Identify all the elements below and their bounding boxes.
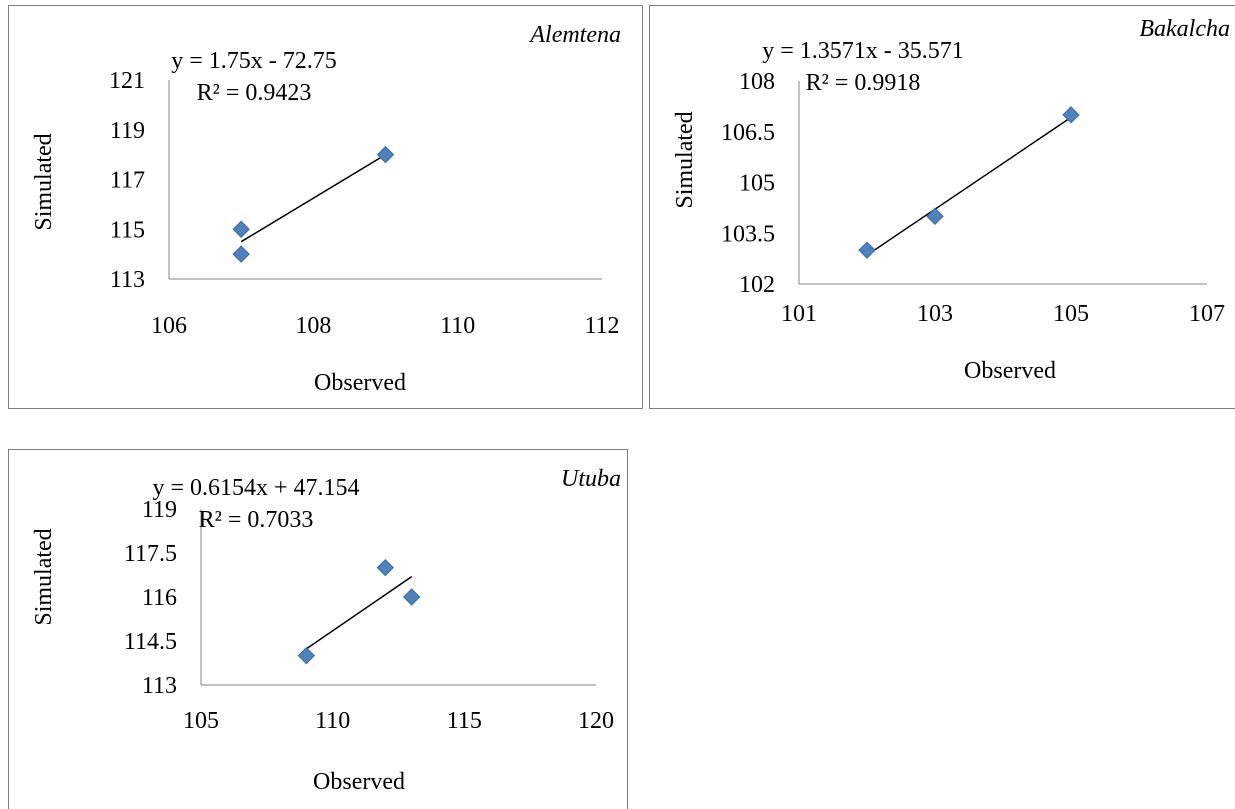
data-point	[858, 241, 876, 259]
x-tick-label: 112	[584, 313, 619, 339]
data-point	[376, 145, 395, 164]
y-tick-label: 114.5	[124, 629, 177, 655]
y-tick-label: 121	[109, 68, 145, 94]
y-tick-label: 113	[110, 267, 145, 293]
x-tick-label: 103	[917, 301, 953, 327]
x-tick-label: 101	[781, 301, 817, 327]
scatter-chart: 113 115 117 119 121 106 108 110 112 Simulated Obse…	[31, 22, 621, 396]
trendline	[866, 116, 1072, 256]
y-tick-label: 117	[110, 168, 145, 194]
data-point	[402, 588, 421, 606]
chart-title: Utuba	[561, 466, 621, 492]
y-tick-label: 102	[739, 272, 775, 298]
y-tick-label: 119	[110, 118, 145, 144]
y-axis-label: Simulated	[31, 528, 57, 625]
y-tick-label: 115	[110, 217, 145, 243]
x-tick-label: 115	[447, 708, 482, 734]
chart-title: Alemtena	[528, 22, 621, 48]
x-tick-label: 105	[183, 708, 219, 734]
data-point	[1062, 106, 1080, 124]
y-tick-label: 108	[739, 69, 775, 95]
x-tick-label: 105	[1053, 301, 1089, 327]
data-point	[297, 646, 316, 665]
x-tick-label: 107	[1189, 301, 1225, 327]
r-squared-label: R² = 0.9423	[197, 80, 312, 106]
x-tick-label: 106	[151, 313, 187, 339]
y-axis-label: Simulated	[31, 133, 57, 230]
chart-panel-utuba: 113 114.5 116 117.5 119 105 110 115 120 Simulated…	[8, 449, 628, 809]
y-tick-label: 106.5	[721, 120, 775, 146]
x-axis-label: Observed	[314, 370, 406, 396]
y-tick-label: 105	[739, 171, 775, 197]
trendline	[240, 153, 386, 243]
y-tick-label: 119	[142, 497, 177, 523]
y-tick-label: 117.5	[124, 541, 177, 567]
data-point	[926, 207, 944, 226]
r-squared-label: R² = 0.7033	[199, 507, 314, 533]
x-tick-label: 110	[440, 313, 475, 339]
r-squared-label: R² = 0.9918	[806, 70, 921, 96]
y-axis-label: Simulated	[672, 111, 698, 208]
y-tick-label: 103.5	[721, 221, 775, 247]
x-axis-label: Observed	[964, 358, 1056, 384]
trendline-equation: y = 0.6154x + 47.154	[152, 475, 359, 501]
chart-title: Bakalcha	[1139, 16, 1230, 42]
data-point	[232, 220, 250, 238]
chart-panel-bakalcha: 102 103.5 105 106.5 108 101 103 105 107 Simulated…	[649, 5, 1235, 409]
x-tick-label: 110	[315, 708, 350, 734]
scatter-chart: 102 103.5 105 106.5 108 101 103 105 107 Simulated…	[672, 16, 1230, 384]
x-tick-label: 120	[578, 708, 614, 734]
data-point	[376, 558, 395, 577]
y-tick-label: 116	[142, 585, 177, 611]
y-tick-label: 113	[142, 673, 177, 699]
trendline	[305, 576, 413, 650]
data-point	[232, 245, 250, 263]
x-tick-label: 108	[295, 313, 331, 339]
x-axis-label: Observed	[313, 769, 405, 795]
chart-panel-alemtena: 113 115 117 119 121 106 108 110 112 Simulated Obse…	[8, 5, 643, 409]
trendline-equation: y = 1.3571x - 35.571	[762, 38, 964, 64]
trendline-equation: y = 1.75x - 72.75	[171, 48, 337, 74]
scatter-chart: 113 114.5 116 117.5 119 105 110 115 120 Simulated…	[31, 466, 621, 795]
